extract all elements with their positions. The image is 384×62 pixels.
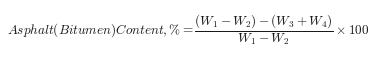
Text: $\mathit{Asphalt(Bitumen)Content},\%=\dfrac{(W_1-W_2)-(W_3+W_4)}{W_1-W_2}\times1: $\mathit{Asphalt(Bitumen)Content},\%=\df… [7,13,369,47]
